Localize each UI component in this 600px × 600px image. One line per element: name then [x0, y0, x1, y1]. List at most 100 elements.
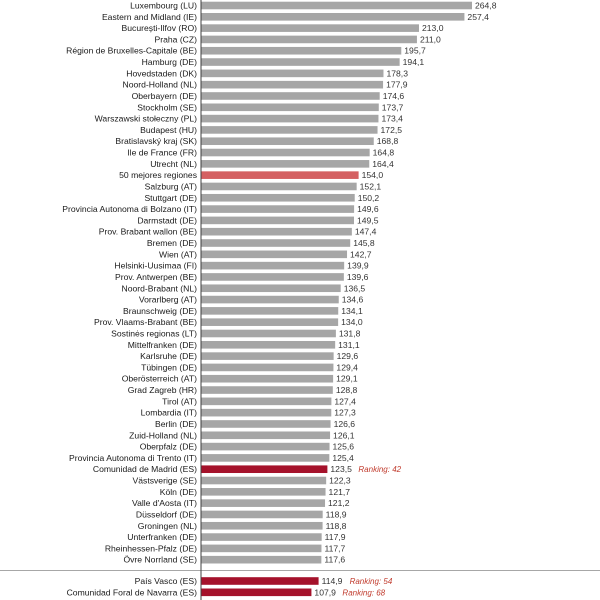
category-label: Wien (AT) [159, 249, 197, 259]
bar [201, 92, 380, 100]
value-label: 149,6 [357, 204, 379, 214]
category-label: Comunidad de Madrid (ES) [93, 464, 197, 474]
category-label: Vorarlberg (AT) [139, 295, 197, 305]
value-label: 172,5 [381, 125, 403, 135]
bar-row: Övre Norrland (SE) 117,6 [123, 555, 345, 565]
bar-row: Tübingen (DE) 129,4 [141, 362, 358, 372]
value-label: 117,7 [324, 543, 345, 553]
category-label: 50 mejores regiones [119, 170, 197, 180]
category-label: Luxembourg (LU) [130, 1, 197, 11]
bar [201, 307, 339, 315]
bar-row: Provincia Autonoma di Trento (IT) 125,4 [69, 453, 354, 463]
bar [201, 295, 339, 304]
category-label: Bremen (DE) [147, 238, 197, 248]
value-label: 125,6 [333, 442, 355, 452]
bar-row: 50 mejores regiones 154,0 [119, 170, 383, 180]
bar-row: Wien (AT) 142,7 [159, 249, 372, 259]
bar-row: Noord-Holland (NL) 177,9 [122, 80, 407, 90]
value-label: 139,9 [347, 261, 369, 271]
category-label: Eastern and Midland (IE) [102, 12, 197, 22]
bar-row: Prov. Antwerpen (BE) 139,6 [115, 272, 369, 282]
category-label: Oberösterreich (AT) [122, 374, 197, 384]
bar-row: Budapest (HU) 172,5 [140, 125, 402, 135]
bar-row: Bratislavský kraj (SK) 168,8 [115, 136, 398, 146]
value-label: 152,1 [360, 181, 382, 191]
bar [201, 408, 332, 417]
value-label: 213,0 [422, 23, 444, 33]
bar [201, 521, 323, 530]
bar-row: Comunidad Foral de Navarra (ES) 107,9 [67, 587, 337, 597]
category-label: Salzburg (AT) [145, 181, 198, 191]
value-label: 107,9 [314, 587, 336, 597]
category-label: Prov. Vlaams-Brabant (BE) [94, 317, 197, 327]
bar-row: Düsseldorf (DE) 118,9 [136, 509, 347, 519]
bar-row: Prov. Vlaams-Brabant (BE) 134,0 [94, 317, 363, 327]
bar-row: Eastern and Midland (IE) 257,4 [102, 12, 489, 22]
bar [201, 465, 328, 474]
bar [201, 114, 379, 123]
bar-row: Praha (CZ) 211,0 [155, 34, 442, 44]
value-label: 121,7 [329, 487, 351, 497]
value-label: 154,0 [362, 170, 384, 180]
bar [201, 69, 384, 78]
bar-row: Grad Zagreb (HR) 128,8 [128, 385, 358, 395]
category-label: Unterfranken (DE) [127, 532, 197, 542]
bar-row: País Vasco (ES) 114,9 [135, 576, 343, 586]
category-label: Région de Bruxelles-Capitale (BE) [66, 46, 197, 56]
value-label: 194,1 [403, 57, 425, 67]
value-label: 164,4 [372, 159, 394, 169]
ranking-annotation: Ranking: 42 [358, 465, 401, 474]
value-label: 177,9 [386, 80, 408, 90]
bar [201, 13, 465, 21]
category-label: Darmstadt (DE) [137, 215, 197, 225]
value-label: 131,8 [339, 328, 361, 338]
bar-row: Tirol (AT) 127,4 [162, 396, 356, 406]
bar [201, 261, 345, 270]
category-label: Groningen (NL) [138, 521, 197, 531]
bar [201, 397, 332, 406]
bar [201, 160, 370, 168]
bar-row: Rheinhessen-Pfalz (DE) 117,7 [105, 543, 346, 553]
category-label: Utrecht (NL) [150, 159, 197, 169]
category-label: Grad Zagreb (HR) [128, 385, 197, 395]
category-label: Praha (CZ) [155, 34, 198, 44]
bar-row: Zuid-Holland (NL) 126,1 [129, 430, 355, 440]
category-label: Hovedstaden (DK) [126, 68, 197, 78]
bar-row: Provincia Autonoma di Bolzano (IT) 149,6 [62, 204, 379, 214]
bar-row: Helsinki-Uusimaa (FI) 139,9 [114, 261, 369, 271]
bar-row: Valle d'Aosta (IT) 121,2 [132, 498, 350, 508]
bar [201, 341, 336, 349]
bar [201, 182, 357, 191]
bar-row: Unterfranken (DE) 117,9 [127, 532, 345, 542]
bar [201, 533, 322, 541]
value-label: 131,1 [338, 340, 360, 350]
bar-row: Stockholm (SE) 173,7 [137, 102, 403, 112]
value-label: 178,3 [386, 68, 408, 78]
category-label: Rheinhessen-Pfalz (DE) [105, 543, 197, 553]
bar-row: Utrecht (NL) 164,4 [150, 159, 394, 169]
bar [201, 58, 400, 66]
bar-row: Hamburg (DE) 194,1 [142, 57, 425, 67]
category-label: Valle d'Aosta (IT) [132, 498, 197, 508]
category-label: Düsseldorf (DE) [136, 509, 197, 519]
bar [201, 588, 312, 597]
category-label: Tirol (AT) [162, 396, 197, 406]
category-label: Helsinki-Uusimaa (FI) [114, 261, 197, 271]
value-label: 257,4 [467, 12, 489, 22]
value-label: 127,4 [334, 396, 356, 406]
category-label: País Vasco (ES) [135, 576, 198, 586]
bar-row: Prov. Brabant wallon (BE) 147,4 [99, 227, 377, 237]
bar [201, 137, 374, 146]
bar [201, 80, 384, 89]
bar [201, 273, 344, 281]
value-label: 125,4 [332, 453, 354, 463]
bar [201, 318, 339, 326]
bar [201, 35, 417, 44]
value-label: 164,8 [373, 148, 395, 158]
bar-row: Karlsruhe (DE) 129,6 [140, 351, 358, 361]
value-label: 264,8 [475, 1, 497, 11]
value-label: 134,6 [342, 295, 364, 305]
bar [201, 352, 334, 360]
value-label: 117,9 [325, 532, 346, 542]
